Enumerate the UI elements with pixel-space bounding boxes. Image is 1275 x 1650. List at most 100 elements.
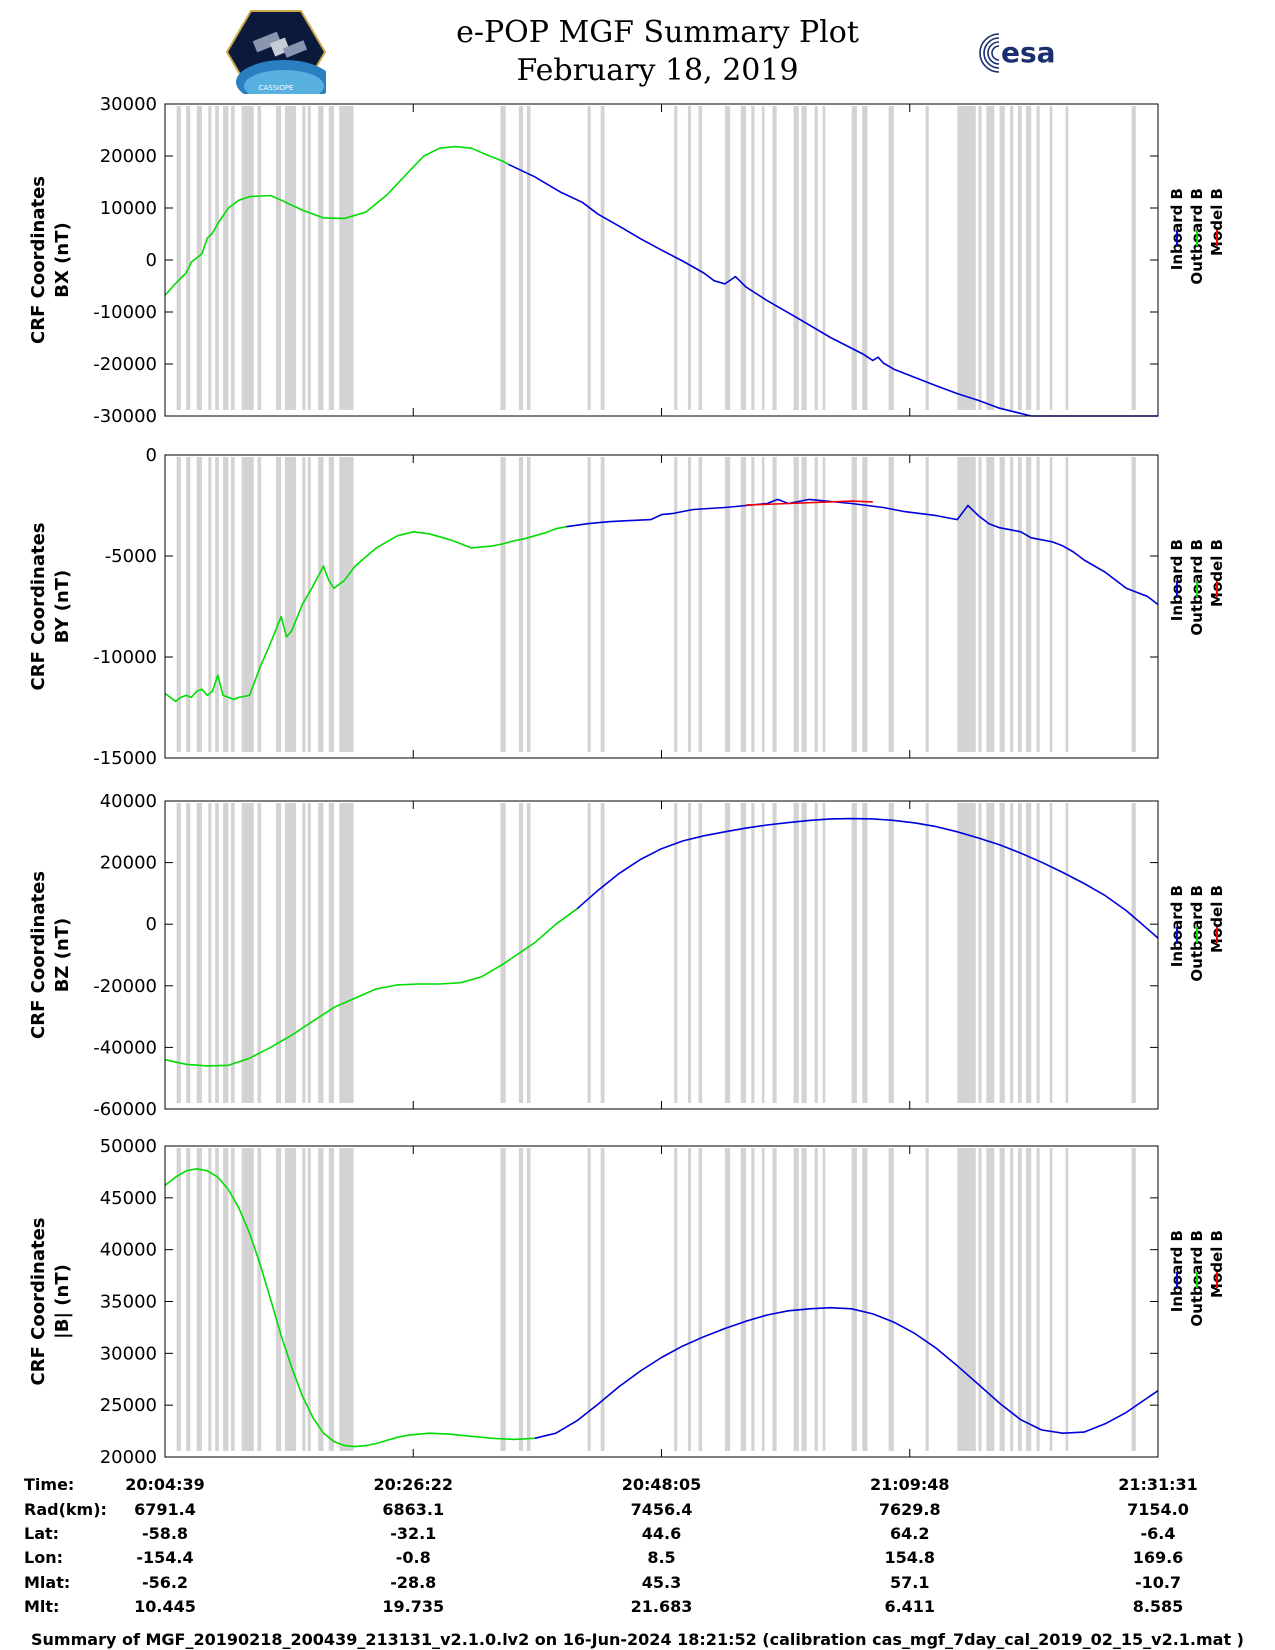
legend-label: Inboard B (1168, 539, 1186, 621)
data-gap-band (339, 457, 354, 752)
data-gap-band (724, 1148, 731, 1451)
y-axis-label-line-1: CRF Coordinates (28, 871, 49, 1039)
title-line-1: e-POP MGF Summary Plot (456, 15, 859, 50)
data-gap-band (328, 803, 335, 1103)
y-tick-label: 0 (146, 445, 157, 466)
data-gap-band (302, 457, 306, 752)
data-gap-band (215, 457, 219, 752)
data-gap-band (587, 803, 591, 1103)
data-gap-band (888, 106, 894, 410)
data-gap-band (957, 803, 976, 1103)
data-gap-band (793, 106, 799, 410)
ephemeris-mlt-value: 19.735 (382, 1597, 445, 1616)
y-axis-label-line-2: BX (nT) (52, 222, 73, 297)
data-gap-band (215, 1148, 219, 1451)
data-gap-band (888, 803, 894, 1103)
y-axis-label-line-2: BY (nT) (52, 570, 73, 644)
data-gap-band (851, 803, 857, 1103)
y-tick-label: 40000 (100, 791, 157, 812)
data-gap-band (196, 803, 202, 1103)
data-gap-band (1010, 457, 1014, 752)
data-gap-band (862, 457, 868, 752)
data-gap-band (822, 457, 826, 752)
data-gap-band (761, 457, 765, 752)
data-gap-band (186, 457, 191, 752)
data-gap-band (1018, 106, 1022, 410)
data-gap-band (1036, 457, 1040, 752)
data-gap-band (1131, 1148, 1136, 1451)
y-tick-label: 45000 (100, 1188, 157, 1209)
data-gap-band (851, 1148, 857, 1451)
data-gap-band (772, 1148, 777, 1451)
y-tick-label: -5000 (105, 546, 157, 567)
data-gap-band (801, 106, 807, 410)
data-gap-band (724, 457, 731, 752)
data-gap-band (1065, 1148, 1069, 1451)
y-tick-label: -60000 (93, 1099, 157, 1120)
series-line-outboard-b (164, 525, 567, 703)
data-gap-band (339, 803, 354, 1103)
data-gap-band (724, 803, 731, 1103)
data-gap-band (999, 803, 1005, 1103)
y-tick-label: 30000 (100, 1343, 157, 1364)
ephemeris-rad-value: 7154.0 (1127, 1500, 1189, 1519)
ephemeris-rad-value: 6863.1 (382, 1500, 445, 1519)
data-gap-band (687, 457, 692, 752)
data-gap-band (862, 1148, 868, 1451)
y-tick-label: 10000 (100, 198, 157, 219)
data-gap-band (751, 1148, 755, 1451)
data-gap-band (925, 457, 929, 752)
data-gap-band (257, 106, 262, 410)
ephemeris-mlt-value: 10.445 (134, 1597, 196, 1616)
y-axis-label-line-2: |B| (nT) (52, 1264, 73, 1339)
plot-frame (164, 454, 1159, 759)
data-gap-band (888, 1148, 894, 1451)
ephemeris-time-value: 20:48:05 (621, 1475, 702, 1494)
series-line-outboard-b (164, 1168, 535, 1448)
y-axis-label-line-1: CRF Coordinates (28, 176, 49, 344)
data-gap-band (814, 1148, 818, 1451)
data-gap-band (1010, 803, 1014, 1103)
cassiope-logo-text: CASSIOPE (259, 84, 294, 92)
data-gap-band (851, 457, 857, 752)
data-gap-band (751, 106, 755, 410)
data-gap-band (1049, 803, 1053, 1103)
data-gap-band (215, 803, 219, 1103)
data-gap-band (687, 106, 692, 410)
data-gap-band (275, 1148, 282, 1451)
ephemeris-lat-value: -58.8 (141, 1524, 189, 1543)
data-gap-band (500, 106, 506, 410)
data-gap-band (687, 803, 692, 1103)
ephemeris-lon-value: -154.4 (136, 1548, 194, 1567)
data-gap-band (1131, 803, 1136, 1103)
cassiope-logo: CASSIOPE (226, 10, 326, 94)
data-gap-band (526, 106, 531, 410)
series-line-model-b (745, 500, 873, 506)
esa-logo: esa (979, 33, 1056, 73)
data-gap-band (275, 803, 282, 1103)
data-gap-band (587, 457, 591, 752)
data-gap-band (231, 106, 235, 410)
y-tick-label: -15000 (93, 748, 157, 769)
data-gap-band (208, 457, 212, 752)
series-line-outboard-b (164, 908, 578, 1067)
data-gap-band (751, 457, 755, 752)
data-gap-band (986, 106, 995, 410)
y-tick-label: 20000 (100, 146, 157, 167)
data-gap-band (793, 457, 799, 752)
data-gap-band (1010, 1148, 1014, 1451)
data-gap-band (223, 106, 229, 410)
ephemeris-lat-value: 44.6 (641, 1524, 682, 1543)
data-gap-band (1018, 803, 1022, 1103)
data-gap-band (526, 457, 531, 752)
data-gap-band (793, 1148, 799, 1451)
data-gap-band (257, 457, 262, 752)
data-gap-band (687, 1148, 692, 1451)
data-gap-band (318, 803, 324, 1103)
series-line-inboard-b (534, 1306, 1159, 1440)
data-gap-band (1131, 457, 1136, 752)
ephemeris-lon-value: -0.8 (395, 1548, 431, 1567)
ephemeris-row-label: Mlt: (24, 1597, 60, 1616)
data-gap-band (600, 106, 605, 410)
summary-footer: Summary of MGF_20190218_200439_213131_v2… (31, 1630, 1244, 1649)
